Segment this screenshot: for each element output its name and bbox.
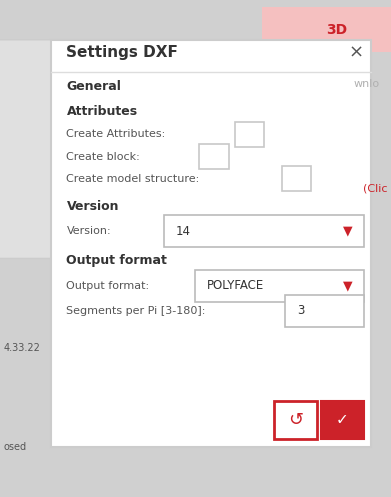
FancyBboxPatch shape xyxy=(196,270,364,302)
Text: Version:: Version: xyxy=(66,226,111,236)
Text: ↺: ↺ xyxy=(288,411,303,429)
Text: Output format:: Output format: xyxy=(66,281,150,291)
Text: 3: 3 xyxy=(297,304,305,317)
Text: Settings DXF: Settings DXF xyxy=(66,45,178,60)
FancyBboxPatch shape xyxy=(321,401,364,439)
Text: (Clic: (Clic xyxy=(362,184,387,194)
Text: ✓: ✓ xyxy=(336,413,348,427)
FancyBboxPatch shape xyxy=(285,295,364,327)
Text: ▼: ▼ xyxy=(343,279,353,292)
Text: Attributes: Attributes xyxy=(66,105,138,118)
FancyBboxPatch shape xyxy=(282,166,311,191)
Text: Output format: Output format xyxy=(66,254,167,267)
FancyBboxPatch shape xyxy=(51,40,371,447)
Text: 3D: 3D xyxy=(326,23,347,37)
Text: Create block:: Create block: xyxy=(66,152,140,162)
Text: wnlo: wnlo xyxy=(353,80,379,89)
Text: 14: 14 xyxy=(176,225,191,238)
Text: ×: × xyxy=(348,43,363,61)
Text: Segments per Pi [3-180]:: Segments per Pi [3-180]: xyxy=(66,306,206,316)
Text: POLYFACE: POLYFACE xyxy=(207,279,264,292)
Text: General: General xyxy=(66,81,121,93)
Text: osed: osed xyxy=(4,442,27,452)
Text: Create model structure:: Create model structure: xyxy=(66,174,200,184)
FancyBboxPatch shape xyxy=(0,40,59,258)
FancyBboxPatch shape xyxy=(235,122,264,147)
FancyBboxPatch shape xyxy=(274,401,317,439)
Text: Create Attributes:: Create Attributes: xyxy=(66,129,166,139)
Text: 4.33.22: 4.33.22 xyxy=(4,343,41,353)
FancyBboxPatch shape xyxy=(164,215,364,247)
FancyBboxPatch shape xyxy=(262,7,391,52)
FancyBboxPatch shape xyxy=(199,144,229,169)
Text: Version: Version xyxy=(66,200,119,213)
Text: ▼: ▼ xyxy=(343,225,353,238)
